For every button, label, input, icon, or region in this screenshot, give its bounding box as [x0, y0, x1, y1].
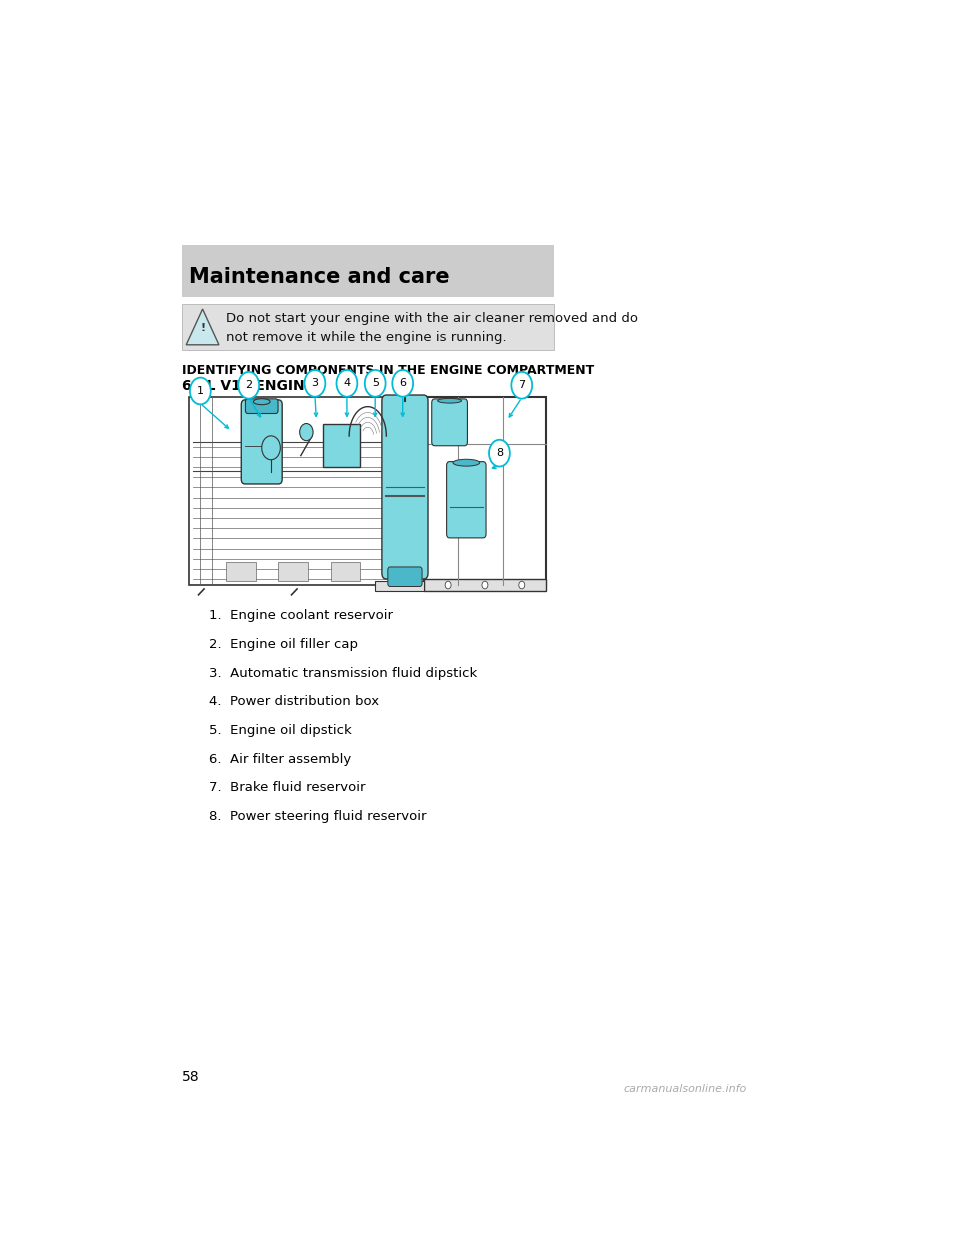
Text: !: ! [200, 323, 205, 333]
Circle shape [512, 371, 532, 399]
Text: 8.  Power steering fluid reservoir: 8. Power steering fluid reservoir [209, 810, 427, 823]
Ellipse shape [253, 399, 270, 405]
FancyBboxPatch shape [382, 395, 428, 579]
Text: 4.  Power distribution box: 4. Power distribution box [209, 696, 379, 708]
Circle shape [190, 378, 211, 405]
Circle shape [445, 581, 451, 589]
Circle shape [337, 370, 357, 396]
Text: 7.  Brake fluid reservoir: 7. Brake fluid reservoir [209, 781, 366, 795]
Circle shape [300, 424, 313, 441]
FancyBboxPatch shape [181, 245, 554, 297]
FancyBboxPatch shape [330, 561, 360, 581]
Text: 7: 7 [518, 380, 525, 390]
Text: 1.  Engine coolant reservoir: 1. Engine coolant reservoir [209, 610, 394, 622]
Ellipse shape [453, 460, 480, 466]
FancyBboxPatch shape [189, 397, 394, 585]
Text: 5.  Engine oil dipstick: 5. Engine oil dipstick [209, 724, 352, 737]
Text: 6.  Air filter assembly: 6. Air filter assembly [209, 753, 351, 765]
Circle shape [304, 370, 325, 396]
Text: carmanualsonline.info: carmanualsonline.info [624, 1084, 747, 1094]
FancyBboxPatch shape [246, 399, 278, 414]
Text: 1: 1 [197, 386, 204, 396]
Text: not remove it while the engine is running.: not remove it while the engine is runnin… [227, 330, 507, 344]
Circle shape [489, 440, 510, 467]
FancyBboxPatch shape [432, 399, 468, 446]
FancyBboxPatch shape [423, 579, 546, 591]
FancyBboxPatch shape [324, 425, 360, 467]
Circle shape [365, 370, 386, 396]
Text: 6: 6 [399, 379, 406, 389]
FancyBboxPatch shape [181, 304, 554, 350]
Text: 2.  Engine oil filler cap: 2. Engine oil filler cap [209, 638, 358, 651]
FancyBboxPatch shape [241, 400, 282, 484]
Text: Do not start your engine with the air cleaner removed and do: Do not start your engine with the air cl… [227, 312, 638, 325]
FancyBboxPatch shape [375, 581, 423, 591]
FancyBboxPatch shape [278, 561, 308, 581]
FancyBboxPatch shape [423, 397, 546, 585]
Circle shape [238, 371, 259, 399]
Text: 6.8L V10 ENGINE: 6.8L V10 ENGINE [181, 379, 314, 394]
Circle shape [393, 370, 413, 396]
Text: 3: 3 [311, 379, 319, 389]
Text: 8: 8 [496, 448, 503, 458]
Circle shape [518, 581, 525, 589]
Text: Maintenance and care: Maintenance and care [189, 267, 450, 287]
Text: 5: 5 [372, 379, 378, 389]
Ellipse shape [438, 399, 462, 404]
Text: 2: 2 [245, 380, 252, 390]
Polygon shape [186, 309, 219, 345]
Text: IDENTIFYING COMPONENTS IN THE ENGINE COMPARTMENT: IDENTIFYING COMPONENTS IN THE ENGINE COM… [181, 364, 594, 378]
Circle shape [482, 581, 488, 589]
Circle shape [262, 436, 280, 460]
Text: 58: 58 [181, 1071, 200, 1084]
FancyBboxPatch shape [227, 561, 256, 581]
FancyBboxPatch shape [388, 566, 422, 586]
FancyBboxPatch shape [446, 462, 486, 538]
Text: 4: 4 [344, 379, 350, 389]
Text: 3.  Automatic transmission fluid dipstick: 3. Automatic transmission fluid dipstick [209, 667, 477, 679]
